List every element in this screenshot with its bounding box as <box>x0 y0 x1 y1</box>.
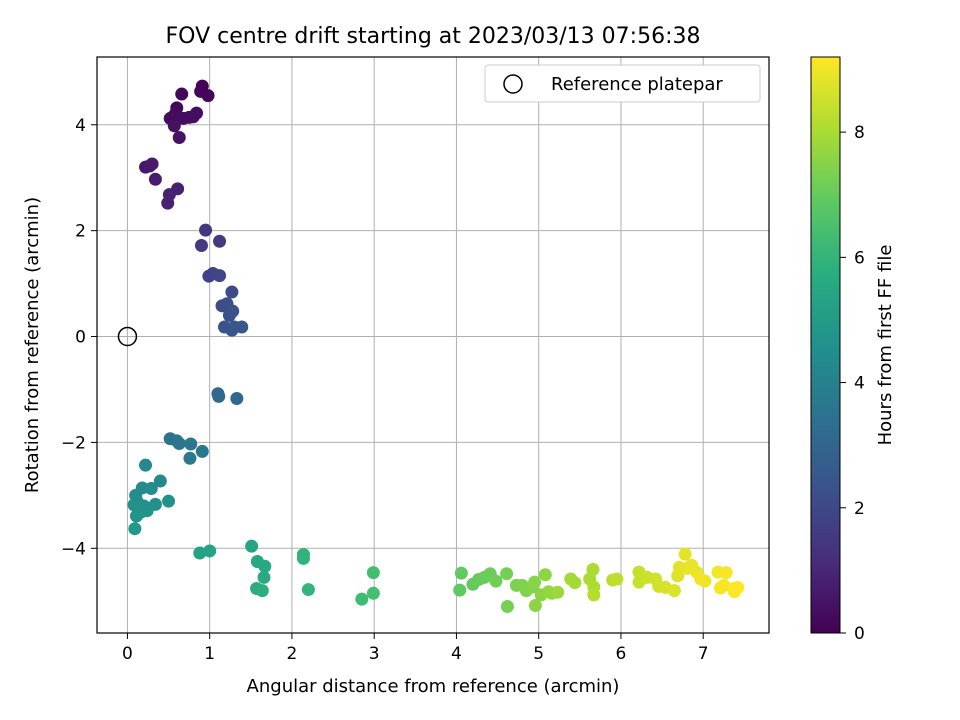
data-point <box>727 585 741 599</box>
data-point <box>139 458 153 472</box>
colorbar-tick-label: 6 <box>854 248 865 268</box>
y-tick-label: −4 <box>61 539 86 559</box>
y-tick-label: 4 <box>75 116 86 136</box>
data-point <box>538 568 552 582</box>
data-point <box>153 474 167 488</box>
y-tick-label: −2 <box>61 433 86 453</box>
data-point <box>257 570 271 584</box>
data-point <box>500 567 514 581</box>
colorbar-tick-label: 4 <box>854 374 865 394</box>
colorbar-ticks: 0 2 4 6 8 <box>840 123 865 644</box>
data-point <box>172 130 186 144</box>
colorbar-tick-label: 8 <box>854 123 865 143</box>
data-point <box>528 575 542 589</box>
data-point <box>213 269 227 283</box>
data-point <box>195 444 209 458</box>
data-point <box>230 391 244 405</box>
plot-background <box>97 57 769 633</box>
x-axis-ticks: 0 1 2 3 4 5 6 7 <box>122 633 709 664</box>
y-tick-label: 0 <box>75 328 86 348</box>
data-point <box>184 437 198 451</box>
data-point <box>667 584 681 598</box>
colorbar-label: Hours from first FF file <box>875 245 896 446</box>
data-point <box>453 583 467 597</box>
legend: Reference platepar <box>484 64 761 103</box>
data-point <box>500 600 514 614</box>
data-point <box>201 89 215 103</box>
x-tick-label: 6 <box>616 644 627 664</box>
data-point <box>296 551 310 565</box>
legend-box <box>484 64 761 103</box>
data-point <box>226 304 240 318</box>
data-point <box>528 598 542 612</box>
data-point <box>161 196 175 210</box>
data-point <box>489 574 503 588</box>
data-point <box>183 451 197 465</box>
y-axis-label: Rotation from reference (arcmin) <box>22 197 43 493</box>
plot-frame <box>96 56 770 634</box>
data-point <box>366 586 380 600</box>
x-axis-label: Angular distance from reference (arcmin) <box>247 676 620 697</box>
x-tick-label: 4 <box>451 644 462 664</box>
data-point <box>144 481 158 495</box>
y-axis-ticks: −4 −2 0 2 4 <box>61 116 97 559</box>
x-tick-label: 2 <box>287 644 298 664</box>
data-point <box>186 110 200 124</box>
data-point <box>167 119 181 133</box>
data-point <box>235 320 249 334</box>
data-point <box>199 223 213 237</box>
data-point <box>610 572 624 586</box>
data-point <box>355 592 369 606</box>
x-tick-label: 0 <box>122 644 133 664</box>
data-point <box>255 584 269 598</box>
data-point <box>162 494 176 508</box>
colorbar-tick-label: 2 <box>854 499 865 519</box>
x-tick-label: 5 <box>533 644 544 664</box>
x-tick-label: 1 <box>204 644 215 664</box>
data-point <box>454 566 468 580</box>
data-point <box>245 539 259 553</box>
chart-title: FOV centre drift starting at 2023/03/13 … <box>166 24 701 49</box>
data-point <box>212 389 226 403</box>
legend-entry-label: Reference platepar <box>551 74 723 95</box>
colorbar <box>810 56 841 634</box>
data-point <box>717 578 731 592</box>
data-point <box>145 157 159 171</box>
data-points <box>127 79 745 614</box>
data-point <box>719 566 733 580</box>
data-point <box>698 574 712 588</box>
reference-platepar-marker <box>117 326 138 347</box>
data-point <box>203 544 217 558</box>
data-point <box>148 172 162 186</box>
data-point <box>301 583 315 597</box>
data-point <box>194 238 208 252</box>
data-point <box>134 505 148 519</box>
x-tick-label: 3 <box>369 644 380 664</box>
data-point <box>258 559 272 573</box>
data-point <box>175 87 189 101</box>
data-point <box>213 234 227 248</box>
x-tick-label: 7 <box>698 644 709 664</box>
y-tick-label: 2 <box>75 222 86 242</box>
data-point <box>366 566 380 580</box>
colorbar-tick-label: 0 <box>854 624 865 644</box>
data-point <box>193 546 207 560</box>
data-point <box>128 522 142 536</box>
data-point <box>172 436 186 450</box>
legend-reference-icon <box>503 74 523 94</box>
data-point <box>586 562 600 576</box>
data-point <box>678 547 692 561</box>
data-point <box>225 285 239 299</box>
data-point <box>587 588 601 602</box>
data-point <box>551 585 565 599</box>
data-point <box>568 576 582 590</box>
